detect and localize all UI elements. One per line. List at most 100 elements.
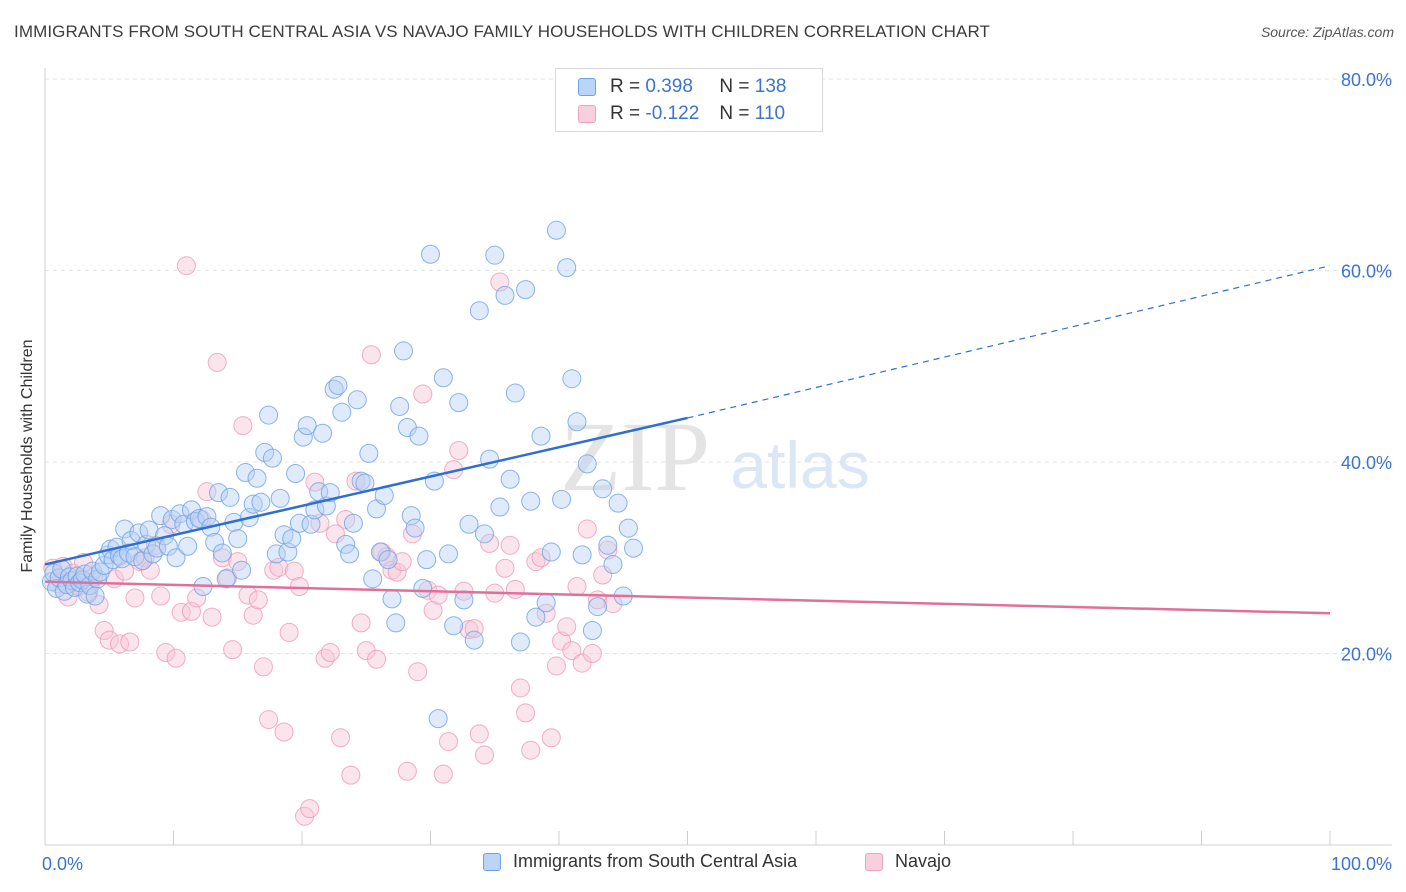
stats-legend: R = 0.398 N = 138 R = -0.122 N = 110 xyxy=(555,68,823,132)
grid-lines xyxy=(45,78,1392,654)
data-point xyxy=(469,724,489,744)
data-point xyxy=(495,558,515,578)
data-point xyxy=(359,443,379,463)
data-point xyxy=(567,412,587,432)
data-point xyxy=(526,552,546,572)
data-point xyxy=(505,579,525,599)
data-point xyxy=(325,524,345,544)
data-point xyxy=(474,524,494,544)
data-point xyxy=(247,468,267,488)
data-point xyxy=(401,506,421,526)
data-point xyxy=(207,352,227,372)
data-point xyxy=(378,550,398,570)
data-point xyxy=(289,576,309,596)
trend-line-south-central-asia xyxy=(44,416,688,566)
data-point xyxy=(413,578,433,598)
watermark: ZIP atlas xyxy=(560,401,870,512)
watermark-atlas: atlas xyxy=(730,428,869,502)
data-point xyxy=(526,607,546,627)
data-point xyxy=(603,554,623,574)
data-point xyxy=(340,544,360,564)
data-point xyxy=(593,565,613,585)
data-point xyxy=(433,368,453,388)
data-point xyxy=(341,765,361,785)
data-point xyxy=(557,617,577,637)
trend-line-south-central-asia-extension xyxy=(687,265,1331,419)
data-point xyxy=(582,644,602,663)
data-point xyxy=(394,341,414,361)
data-point xyxy=(162,509,182,529)
data-point xyxy=(567,576,587,596)
data-point xyxy=(459,514,479,534)
data-point xyxy=(343,513,363,533)
data-point xyxy=(301,514,321,534)
data-point xyxy=(413,384,433,404)
data-point xyxy=(228,529,248,549)
data-point xyxy=(324,379,344,399)
data-point xyxy=(305,500,325,520)
data-point xyxy=(315,648,335,668)
data-point xyxy=(253,657,273,677)
data-point xyxy=(505,383,525,403)
data-point xyxy=(618,518,638,538)
south-central-asia-points xyxy=(41,220,644,729)
data-point xyxy=(80,576,100,596)
data-point xyxy=(562,641,582,661)
data-point xyxy=(449,441,469,461)
data-point xyxy=(485,245,505,265)
data-point xyxy=(235,463,255,483)
data-point xyxy=(120,632,140,652)
data-point xyxy=(409,426,429,446)
data-point xyxy=(140,560,160,580)
data-point xyxy=(274,722,294,742)
legend-label: Navajo xyxy=(895,851,952,871)
data-point xyxy=(332,402,352,422)
legend-item-navajo: Navajo xyxy=(865,851,951,872)
n-label: N = xyxy=(719,76,750,97)
data-point xyxy=(521,491,541,511)
data-point xyxy=(115,561,135,581)
data-point xyxy=(178,536,198,556)
data-point xyxy=(454,590,474,610)
data-point xyxy=(392,552,412,572)
data-point xyxy=(536,593,556,613)
legend-label: Immigrants from South Central Asia xyxy=(513,851,798,871)
data-point xyxy=(259,710,279,730)
data-point xyxy=(233,416,253,436)
data-point xyxy=(598,535,618,555)
data-point xyxy=(593,479,613,499)
r-label: R = xyxy=(610,103,641,124)
data-point xyxy=(351,613,371,633)
y-tick-label: 20.0% xyxy=(1341,645,1392,665)
data-point xyxy=(557,258,577,278)
stats-row-pink: R = -0.122 N = 110 xyxy=(578,101,785,127)
data-point xyxy=(151,506,171,526)
data-point xyxy=(428,709,448,729)
data-point xyxy=(624,538,644,558)
data-point xyxy=(251,492,271,512)
data-point xyxy=(85,586,105,606)
x-tick-label: 100.0% xyxy=(1331,854,1392,874)
r-value: 0.398 xyxy=(645,76,693,97)
data-point xyxy=(495,285,515,305)
data-point xyxy=(243,494,263,514)
data-point xyxy=(270,488,290,508)
data-point xyxy=(464,630,484,650)
data-point xyxy=(521,740,541,760)
data-point xyxy=(143,544,163,564)
data-point xyxy=(546,656,566,676)
n-value: 110 xyxy=(754,103,786,124)
data-point xyxy=(220,487,240,507)
data-point xyxy=(588,597,608,617)
data-point xyxy=(577,519,597,539)
data-point xyxy=(474,745,494,765)
r-label: R = xyxy=(610,76,641,97)
data-point xyxy=(264,560,284,580)
data-point xyxy=(390,396,410,416)
data-point xyxy=(480,533,500,553)
data-point xyxy=(187,588,207,608)
data-point xyxy=(608,493,628,513)
data-point xyxy=(166,548,186,568)
data-point xyxy=(284,561,304,581)
data-point xyxy=(282,529,302,549)
